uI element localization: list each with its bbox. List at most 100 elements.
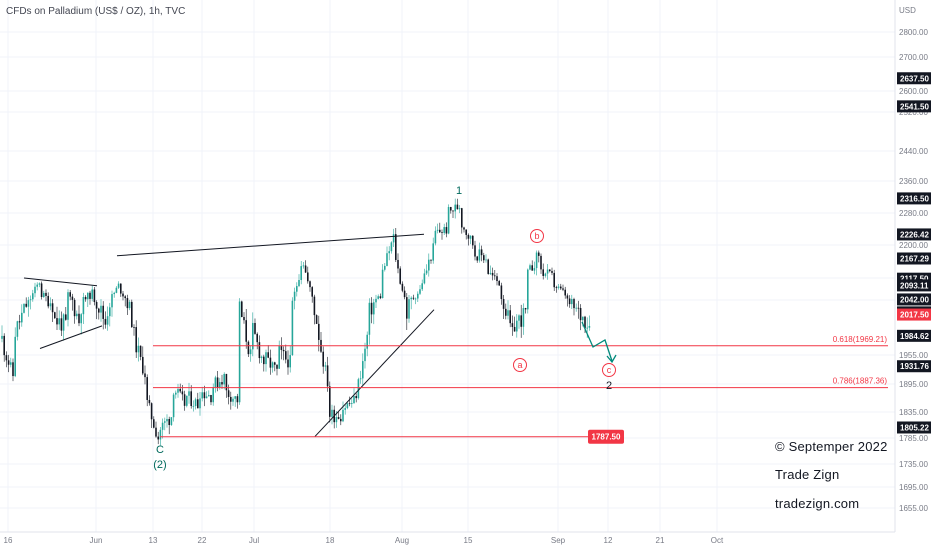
candle-body bbox=[524, 308, 527, 310]
candle-body bbox=[579, 308, 582, 321]
wave-circle bbox=[530, 229, 544, 243]
candle-body bbox=[274, 362, 276, 365]
candle-body bbox=[390, 242, 393, 252]
price-tag bbox=[897, 279, 931, 292]
candle-body bbox=[293, 291, 296, 301]
candle-body bbox=[203, 392, 206, 399]
candle-body bbox=[324, 365, 327, 367]
candle-body bbox=[494, 275, 496, 277]
projection-path bbox=[581, 321, 613, 362]
y-tick-label: 2800.00 bbox=[899, 28, 928, 37]
candle-body bbox=[21, 312, 23, 323]
candle-body bbox=[157, 436, 159, 440]
candle-body bbox=[476, 256, 478, 261]
candle-body bbox=[291, 300, 294, 356]
candle-body bbox=[32, 293, 34, 300]
candle-body bbox=[318, 323, 320, 340]
candle-body bbox=[197, 399, 199, 409]
candle-body bbox=[529, 265, 531, 270]
candle-body bbox=[3, 335, 5, 356]
candle-body bbox=[128, 301, 131, 309]
price-tag-label: 2117.50 bbox=[900, 275, 929, 284]
candle-body bbox=[106, 316, 109, 325]
candle-body bbox=[175, 392, 177, 395]
candle-body bbox=[417, 293, 419, 299]
candle-body bbox=[205, 396, 208, 399]
candle-body bbox=[210, 395, 212, 403]
candle-body bbox=[102, 305, 104, 319]
candle-body bbox=[454, 204, 456, 212]
candle-body bbox=[234, 396, 236, 399]
candle-body bbox=[252, 322, 254, 350]
candle-body bbox=[73, 299, 76, 317]
wave-circle-label: a bbox=[517, 360, 522, 370]
candle-body bbox=[230, 396, 232, 402]
price-tag bbox=[897, 100, 931, 113]
candle-body bbox=[335, 417, 338, 423]
candle-body bbox=[588, 326, 591, 328]
fib-level-label: 0.786(1887.36) bbox=[833, 377, 888, 386]
candle-body bbox=[232, 398, 234, 402]
candle-body bbox=[23, 303, 25, 313]
candle-body bbox=[397, 259, 399, 269]
candle-body bbox=[566, 295, 569, 299]
candle-body bbox=[531, 265, 533, 271]
candle-body bbox=[241, 301, 243, 318]
candle-body bbox=[573, 299, 575, 309]
candle-body bbox=[458, 208, 461, 210]
candle-body bbox=[212, 387, 214, 403]
upper-trendline bbox=[116, 233, 425, 257]
candle-body bbox=[155, 427, 157, 437]
candle-body bbox=[1, 335, 3, 339]
candle-body bbox=[192, 405, 195, 407]
candle-body bbox=[45, 292, 47, 296]
candle-body bbox=[485, 259, 487, 261]
candle-body bbox=[236, 396, 239, 403]
currency-label: USD bbox=[899, 6, 916, 15]
candle-body bbox=[414, 298, 417, 300]
x-tick-label: Jun bbox=[90, 536, 103, 545]
candle-body bbox=[395, 234, 397, 260]
candle-body bbox=[357, 379, 360, 399]
candle-body bbox=[150, 403, 153, 420]
candle-body bbox=[89, 292, 91, 299]
candle-body bbox=[258, 342, 261, 359]
candle-body bbox=[428, 259, 430, 271]
candle-body bbox=[84, 297, 87, 300]
candle-body bbox=[208, 395, 210, 397]
y-tick-label: 1735.00 bbox=[899, 460, 928, 469]
candle-body bbox=[10, 362, 12, 365]
candle-body bbox=[544, 273, 547, 276]
candle-body bbox=[331, 409, 333, 417]
candle-body bbox=[340, 418, 342, 422]
candle-body bbox=[38, 283, 41, 285]
candle-body bbox=[463, 227, 465, 230]
candle-body bbox=[329, 386, 331, 417]
candle-body bbox=[278, 346, 280, 369]
candle-body bbox=[307, 272, 309, 282]
price-tag-label: 2226.42 bbox=[900, 230, 929, 239]
candle-body bbox=[518, 315, 520, 321]
candle-body bbox=[500, 285, 503, 300]
candle-body bbox=[423, 273, 426, 284]
y-tick-label: 1955.00 bbox=[899, 351, 928, 360]
candle-body bbox=[511, 323, 514, 327]
candle-body bbox=[507, 310, 509, 316]
candle-body bbox=[269, 357, 272, 368]
candle-body bbox=[164, 421, 166, 423]
candle-body bbox=[47, 295, 49, 307]
candle-body bbox=[159, 429, 162, 440]
price-axis: USD 2800.00 2700.00 2600.00 2520.00 2440.00 23… bbox=[897, 6, 931, 513]
y-tick-label: 1785.00 bbox=[899, 434, 928, 443]
candle-body bbox=[82, 297, 85, 315]
price-tag-label: 2637.50 bbox=[900, 74, 929, 83]
candle-body bbox=[555, 287, 558, 289]
candle-body bbox=[377, 296, 379, 299]
candle-body bbox=[265, 352, 267, 365]
candle-body bbox=[188, 391, 190, 396]
candle-body bbox=[535, 252, 538, 269]
candle-body bbox=[302, 265, 305, 267]
candle-body bbox=[480, 249, 483, 256]
candle-body bbox=[456, 204, 459, 210]
